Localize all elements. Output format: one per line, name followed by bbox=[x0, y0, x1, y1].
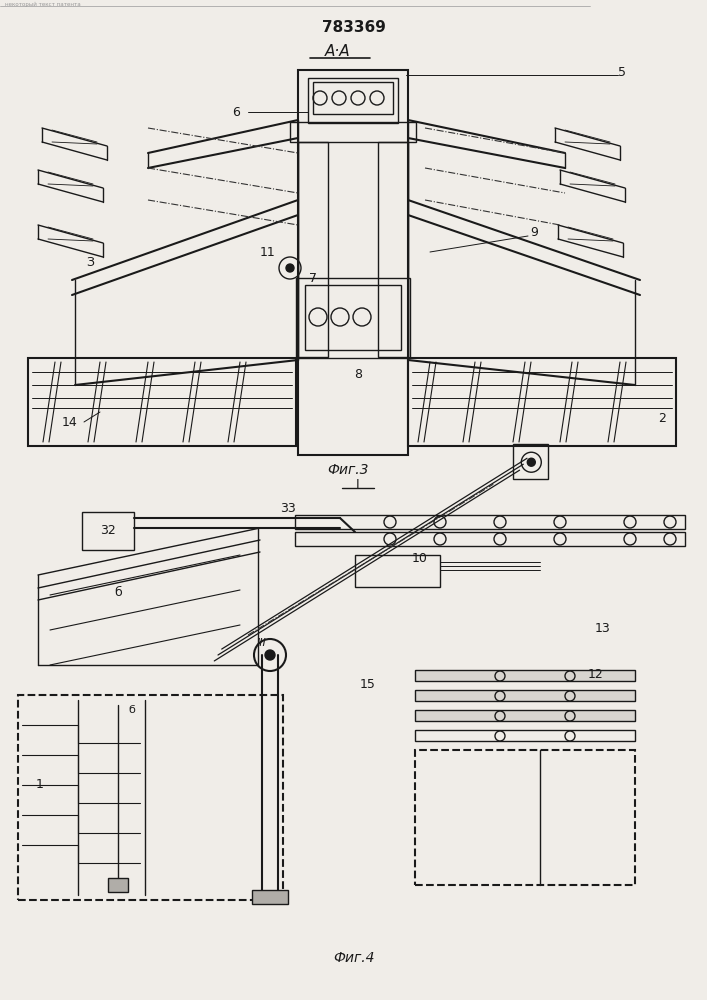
Text: 14: 14 bbox=[62, 416, 78, 428]
Circle shape bbox=[265, 650, 275, 660]
Text: 1: 1 bbox=[36, 778, 44, 792]
Bar bbox=[513, 444, 549, 479]
Bar bbox=[295, 515, 685, 529]
Bar bbox=[305, 285, 401, 350]
Bar bbox=[108, 878, 128, 892]
Bar bbox=[290, 122, 416, 142]
Text: некоторый текст патента: некоторый текст патента bbox=[5, 1, 81, 7]
Bar bbox=[415, 710, 635, 721]
Text: 6: 6 bbox=[232, 105, 240, 118]
Text: 2: 2 bbox=[658, 412, 666, 424]
Bar bbox=[313, 82, 393, 114]
Text: З: З bbox=[86, 256, 94, 269]
Bar bbox=[408, 358, 676, 446]
Text: 5: 5 bbox=[618, 66, 626, 79]
Bar bbox=[415, 730, 635, 741]
Bar bbox=[415, 670, 635, 681]
Bar bbox=[296, 278, 410, 358]
Text: Фиг.3: Фиг.3 bbox=[327, 463, 369, 477]
Text: 8: 8 bbox=[354, 368, 362, 381]
Text: б: б bbox=[114, 585, 122, 598]
Bar bbox=[28, 358, 296, 446]
Text: 783369: 783369 bbox=[322, 20, 386, 35]
Text: 11: 11 bbox=[260, 245, 276, 258]
Bar bbox=[355, 555, 440, 587]
Text: 13: 13 bbox=[595, 621, 611, 635]
Circle shape bbox=[527, 458, 535, 466]
Bar bbox=[298, 70, 408, 455]
Text: б: б bbox=[129, 705, 136, 715]
Bar bbox=[298, 142, 328, 357]
Text: 32: 32 bbox=[100, 524, 116, 538]
Text: III: III bbox=[257, 638, 267, 648]
Text: I: I bbox=[356, 478, 360, 490]
Bar bbox=[308, 78, 398, 123]
Bar bbox=[415, 690, 635, 701]
Text: 9: 9 bbox=[530, 226, 538, 238]
Text: 10: 10 bbox=[412, 552, 428, 564]
Text: 12: 12 bbox=[588, 668, 604, 682]
Text: 7: 7 bbox=[309, 271, 317, 284]
Bar bbox=[252, 890, 288, 904]
Text: А·А: А·А bbox=[325, 44, 351, 60]
Circle shape bbox=[286, 264, 294, 272]
Text: 33: 33 bbox=[280, 502, 296, 514]
Text: Фиг.4: Фиг.4 bbox=[333, 951, 375, 965]
Bar bbox=[295, 532, 685, 546]
Text: 15: 15 bbox=[360, 678, 376, 692]
Bar bbox=[378, 142, 408, 357]
Bar bbox=[82, 512, 134, 550]
Bar bbox=[18, 695, 283, 900]
Bar bbox=[415, 750, 635, 885]
